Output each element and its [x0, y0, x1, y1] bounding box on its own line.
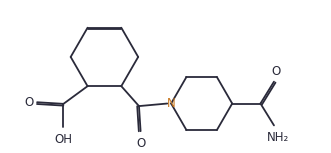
Text: O: O: [24, 96, 33, 109]
Text: OH: OH: [55, 133, 72, 146]
Text: O: O: [136, 137, 145, 150]
Text: O: O: [271, 65, 280, 78]
Text: N: N: [167, 97, 175, 110]
Text: NH₂: NH₂: [267, 131, 289, 144]
